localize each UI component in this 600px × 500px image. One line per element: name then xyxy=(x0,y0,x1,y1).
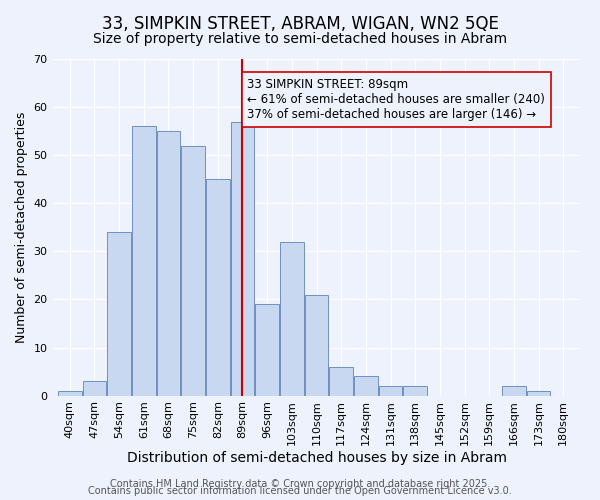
Text: 33 SIMPKIN STREET: 89sqm
← 61% of semi-detached houses are smaller (240)
37% of : 33 SIMPKIN STREET: 89sqm ← 61% of semi-d… xyxy=(247,78,545,121)
Bar xyxy=(231,122,254,396)
Bar xyxy=(527,391,550,396)
Bar xyxy=(83,381,106,396)
Bar xyxy=(256,304,279,396)
Text: Size of property relative to semi-detached houses in Abram: Size of property relative to semi-detach… xyxy=(93,32,507,46)
Text: 33, SIMPKIN STREET, ABRAM, WIGAN, WN2 5QE: 33, SIMPKIN STREET, ABRAM, WIGAN, WN2 5Q… xyxy=(101,15,499,33)
Bar xyxy=(107,232,131,396)
Bar xyxy=(157,131,180,396)
Bar xyxy=(379,386,402,396)
Text: Contains HM Land Registry data © Crown copyright and database right 2025.: Contains HM Land Registry data © Crown c… xyxy=(110,479,490,489)
Bar xyxy=(280,242,304,396)
Bar xyxy=(206,179,230,396)
X-axis label: Distribution of semi-detached houses by size in Abram: Distribution of semi-detached houses by … xyxy=(127,451,506,465)
Bar xyxy=(181,146,205,396)
Bar xyxy=(354,376,377,396)
Bar xyxy=(502,386,526,396)
Bar xyxy=(58,391,82,396)
Bar xyxy=(329,366,353,396)
Text: Contains public sector information licensed under the Open Government Licence v3: Contains public sector information licen… xyxy=(88,486,512,496)
Y-axis label: Number of semi-detached properties: Number of semi-detached properties xyxy=(15,112,28,343)
Bar xyxy=(132,126,155,396)
Bar xyxy=(305,294,328,396)
Bar xyxy=(403,386,427,396)
